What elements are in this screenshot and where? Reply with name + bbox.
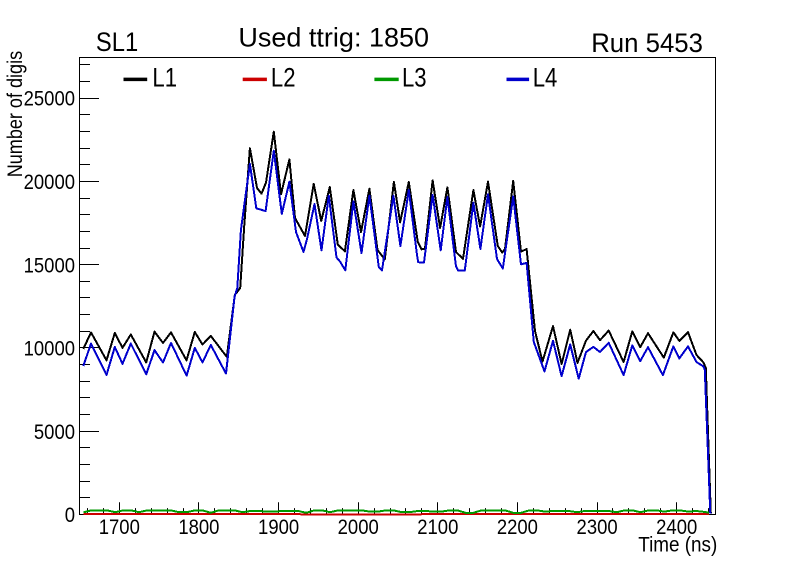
svg-text:L3: L3 [402,64,427,94]
svg-text:Run 5453: Run 5453 [591,27,703,58]
svg-text:2300: 2300 [577,516,618,539]
svg-text:L2: L2 [271,64,296,94]
svg-text:Used ttrig: 1850: Used ttrig: 1850 [238,22,429,52]
svg-text:SL1: SL1 [96,28,138,58]
svg-text:2200: 2200 [497,516,538,539]
svg-text:20000: 20000 [24,171,75,194]
svg-text:5000: 5000 [34,421,75,444]
svg-text:1800: 1800 [178,516,219,539]
svg-text:L1: L1 [152,64,177,94]
svg-text:Time (ns): Time (ns) [638,534,717,557]
svg-text:2100: 2100 [417,516,458,539]
svg-text:1700: 1700 [99,516,140,539]
svg-text:2000: 2000 [338,516,379,539]
svg-text:1900: 1900 [258,516,299,539]
svg-text:2400: 2400 [656,516,697,539]
svg-text:L4: L4 [533,64,558,94]
svg-text:15000: 15000 [24,254,75,277]
svg-text:10000: 10000 [24,337,75,360]
svg-text:25000: 25000 [24,88,75,111]
svg-text:0: 0 [65,504,75,527]
svg-text:Number of digis: Number of digis [4,51,28,178]
